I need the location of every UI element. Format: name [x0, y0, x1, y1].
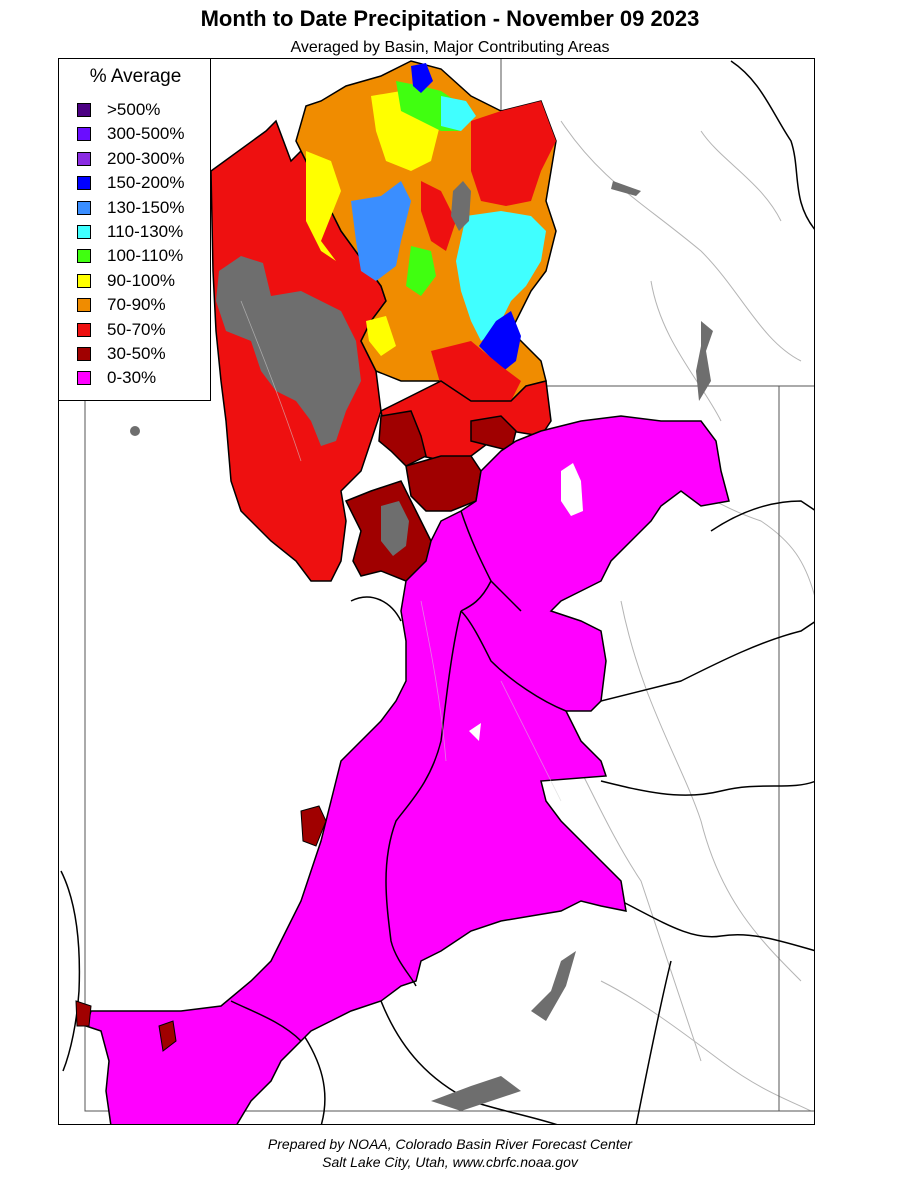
- legend-item: 70-90%: [77, 294, 166, 316]
- map-subtitle: Averaged by Basin, Major Contributing Ar…: [290, 39, 610, 56]
- basin-darkred-1[interactable]: [378, 410, 427, 467]
- basin-outlines-inner: [230, 510, 567, 1042]
- legend-label: 200-300%: [107, 148, 185, 168]
- legend-swatch: [77, 225, 91, 239]
- legend-label: 150-200%: [107, 173, 185, 193]
- precip-red-mid: [421, 181, 456, 251]
- darkred-spots: [75, 805, 327, 1052]
- legend-item: 30-50%: [77, 343, 166, 365]
- legend-label: 100-110%: [107, 246, 184, 266]
- legend-label: 30-50%: [107, 344, 166, 363]
- footer-credit: Prepared by NOAA, Colorado Basin River F…: [267, 1136, 633, 1152]
- legend-label: 50-70%: [107, 319, 166, 339]
- legend-swatch: [77, 103, 91, 117]
- legend-swatch: [77, 298, 91, 313]
- basin-magenta-main[interactable]: [85, 415, 730, 1125]
- no-data-upper: [451, 181, 471, 231]
- legend-swatch: [77, 322, 91, 337]
- lakes: [130, 181, 713, 1111]
- legend-swatch: [77, 200, 91, 215]
- legend-swatch: [77, 176, 91, 191]
- legend-item: >500%: [77, 99, 160, 121]
- legend-swatch: [77, 347, 91, 361]
- precip-lightblue: [351, 181, 411, 281]
- map-area[interactable]: [58, 58, 815, 1125]
- legend-swatch: [77, 273, 91, 288]
- legend-item: 50-70%: [77, 319, 166, 341]
- legend-item: 130-150%: [77, 197, 185, 219]
- precip-blue-2: [479, 311, 521, 373]
- inner-streams: [240, 300, 562, 802]
- legend-label: 110-130%: [107, 222, 184, 241]
- legend-label: 70-90%: [107, 295, 166, 315]
- stream-lines: [540, 120, 814, 1112]
- precip-yellow-3: [366, 316, 396, 356]
- legend-item: 150-200%: [77, 172, 185, 194]
- legend-item: 100-110%: [77, 245, 183, 267]
- legend-item: 110-130%: [77, 221, 183, 243]
- no-data-south: [381, 501, 409, 556]
- magenta-holes: [469, 463, 583, 741]
- legend-item: 90-100%: [77, 270, 175, 292]
- legend-label: >500%: [107, 100, 161, 119]
- legend-swatch: [77, 249, 91, 264]
- legend-title: % Average: [89, 66, 182, 87]
- precip-blue: [411, 63, 433, 93]
- legend-item: 300-500%: [77, 123, 185, 145]
- legend-label: 0-30%: [107, 368, 157, 388]
- map-title: Month to Date Precipitation - November 0…: [200, 6, 700, 31]
- legend-label: 90-100%: [107, 270, 176, 290]
- legend-swatch: [77, 127, 91, 142]
- legend-swatch: [77, 371, 91, 386]
- precip-cyan: [441, 96, 476, 131]
- precip-red-south: [431, 341, 521, 401]
- legend-item: 200-300%: [77, 148, 185, 170]
- precip-yellow: [306, 151, 341, 261]
- precip-cyan-2: [456, 211, 546, 341]
- legend-item: 0-30%: [77, 367, 156, 389]
- precip-red-ne: [471, 101, 556, 206]
- legend: % Average >500% 300-500% 200-300% 150-200% 1…: [58, 58, 211, 401]
- basin-outlines-outer: [60, 60, 814, 1124]
- precip-green-2: [406, 246, 436, 296]
- legend-swatch: [77, 151, 91, 166]
- legend-label: 300-500%: [107, 124, 185, 144]
- no-data-west: [216, 256, 361, 446]
- basin-darkred-2[interactable]: [405, 455, 482, 512]
- legend-label: 130-150%: [107, 197, 185, 217]
- footer-location: Salt Lake City, Utah, www.cbrfc.noaa.gov: [322, 1154, 578, 1170]
